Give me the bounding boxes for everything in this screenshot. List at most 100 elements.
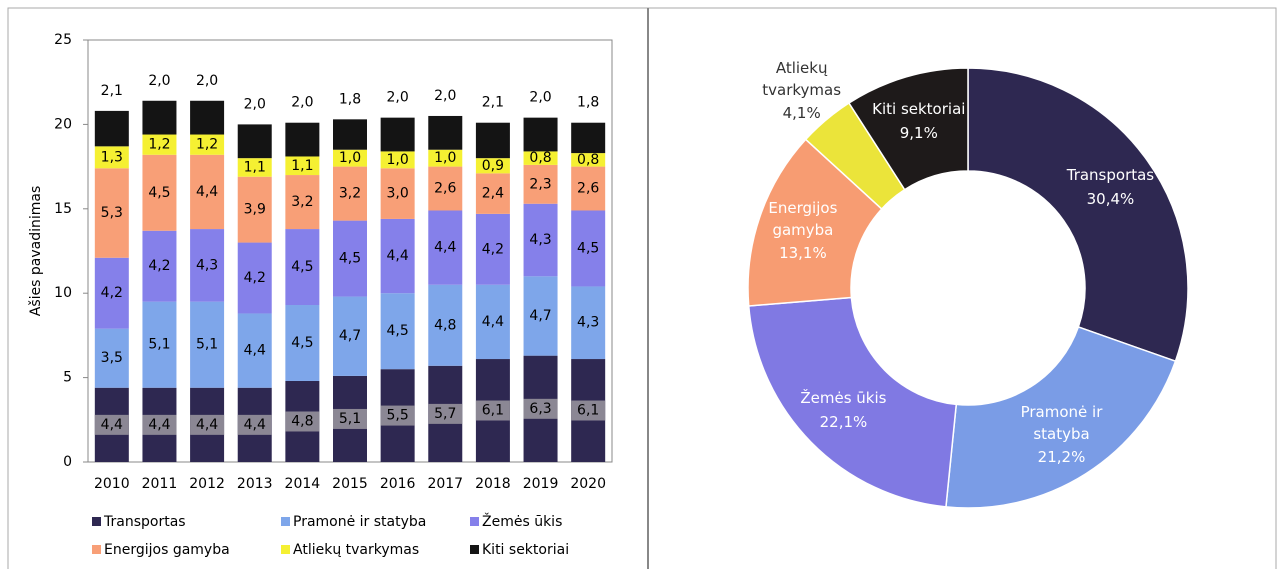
bar-segment — [475, 284, 510, 360]
pie-value: 13,1% — [779, 244, 827, 263]
data-label: 2,0 — [387, 90, 409, 106]
data-label: 4,2 — [148, 258, 170, 274]
data-label: 4,2 — [101, 285, 123, 301]
bar-segment — [333, 296, 367, 376]
bar-segment — [94, 257, 129, 329]
bar-segment — [475, 158, 510, 174]
x-tick-label: 2017 — [427, 476, 463, 492]
y-tick-label: 5 — [63, 370, 72, 386]
pie-value: 21,2% — [1037, 448, 1086, 467]
bar-segment — [237, 313, 272, 388]
donut-slice — [945, 325, 1177, 509]
bar-segment — [428, 115, 463, 150]
bar-segment — [428, 210, 463, 285]
data-label: 6,3 — [529, 401, 551, 417]
data-label: 2,4 — [482, 186, 504, 202]
x-tick-label: 2014 — [285, 476, 321, 492]
data-label: 1,1 — [291, 158, 313, 174]
legend-label: Energijos gamyba — [104, 542, 230, 558]
data-label: 1,0 — [434, 150, 456, 166]
bar-segment — [380, 218, 415, 294]
data-label: 5,1 — [339, 411, 361, 427]
bar-segment — [333, 119, 367, 150]
data-label: 4,4 — [196, 417, 218, 433]
data-label: 4,5 — [148, 185, 170, 201]
data-label: 2,0 — [148, 73, 170, 89]
bar-segment — [94, 110, 129, 147]
pie-value: 4,1% — [782, 103, 821, 122]
legend-label: Pramonė ir statyba — [293, 514, 426, 530]
bar-segment — [380, 168, 415, 219]
data-label: 2,1 — [101, 83, 123, 99]
data-label: 1,3 — [101, 149, 123, 165]
bar-segment — [285, 229, 320, 306]
data-label: 4,2 — [482, 241, 504, 257]
data-label: 4,4 — [148, 417, 170, 433]
bar-segment — [571, 153, 606, 167]
data-label: 3,5 — [101, 350, 123, 366]
bar-segment — [94, 168, 129, 258]
pie-label: Transportas — [1066, 166, 1155, 185]
y-tick-label: 0 — [63, 454, 72, 470]
data-label: 0,8 — [577, 152, 599, 168]
legend-label: Žemės ūkis — [482, 512, 562, 530]
bar-segment — [428, 284, 463, 366]
y-tick-label: 20 — [54, 116, 72, 132]
x-tick-label: 2020 — [570, 476, 606, 492]
data-label: 1,2 — [196, 137, 218, 153]
data-label: 3,0 — [387, 186, 409, 202]
bar-segment — [237, 242, 272, 314]
data-label: 1,2 — [148, 137, 170, 153]
pie-label: Atliekų tvarkymas — [762, 58, 842, 99]
label-band — [380, 405, 415, 426]
bar-segment — [333, 166, 367, 221]
x-tick-label: 2019 — [523, 476, 559, 492]
bar-segment — [190, 100, 225, 135]
label-band — [333, 408, 367, 429]
bar-segment — [142, 100, 177, 135]
bar-segment — [475, 213, 510, 285]
legend-label: Atliekų tvarkymas — [293, 542, 419, 558]
bar-segment — [142, 230, 177, 302]
data-label: 5,5 — [387, 408, 409, 424]
data-label: 5,1 — [196, 337, 218, 353]
data-label: 2,6 — [577, 181, 599, 197]
bar-segment — [380, 117, 415, 152]
pie-value: 9,1% — [899, 123, 938, 142]
bar-segment — [523, 151, 558, 165]
label-band — [94, 414, 129, 435]
data-label: 4,5 — [339, 251, 361, 267]
label-band — [523, 398, 558, 419]
bar-segment — [380, 151, 415, 169]
bar-segment — [571, 166, 606, 211]
bar-segment — [475, 173, 510, 214]
frame — [7, 7, 1277, 569]
data-label: 5,7 — [434, 406, 456, 422]
y-tick-label: 25 — [54, 32, 72, 48]
label-band — [285, 411, 320, 432]
x-tick-label: 2011 — [142, 476, 178, 492]
bar-segment — [190, 229, 225, 302]
data-label: 1,8 — [339, 91, 361, 107]
data-label: 4,5 — [577, 240, 599, 256]
bar-segment — [285, 175, 320, 230]
bar-segment — [190, 301, 225, 388]
data-label: 4,7 — [529, 308, 551, 324]
legend-label: Kiti sektoriai — [482, 542, 569, 558]
data-label: 1,0 — [387, 152, 409, 168]
y-axis-label: Ašies pavadinimas — [28, 186, 44, 317]
bar-segment — [190, 154, 225, 230]
pie-label: Kiti sektoriai — [872, 99, 966, 118]
data-label: 4,3 — [529, 232, 551, 248]
bar-segment — [94, 328, 129, 388]
bar-segment — [285, 122, 320, 157]
bar-segment — [571, 122, 606, 154]
bar-segment — [523, 276, 558, 356]
data-label: 4,4 — [482, 314, 504, 330]
legend-swatch — [92, 545, 101, 554]
bar-segment — [523, 164, 558, 204]
bar-segment — [285, 156, 320, 176]
data-label: 4,5 — [291, 259, 313, 275]
legend-label: Transportas — [103, 514, 186, 530]
